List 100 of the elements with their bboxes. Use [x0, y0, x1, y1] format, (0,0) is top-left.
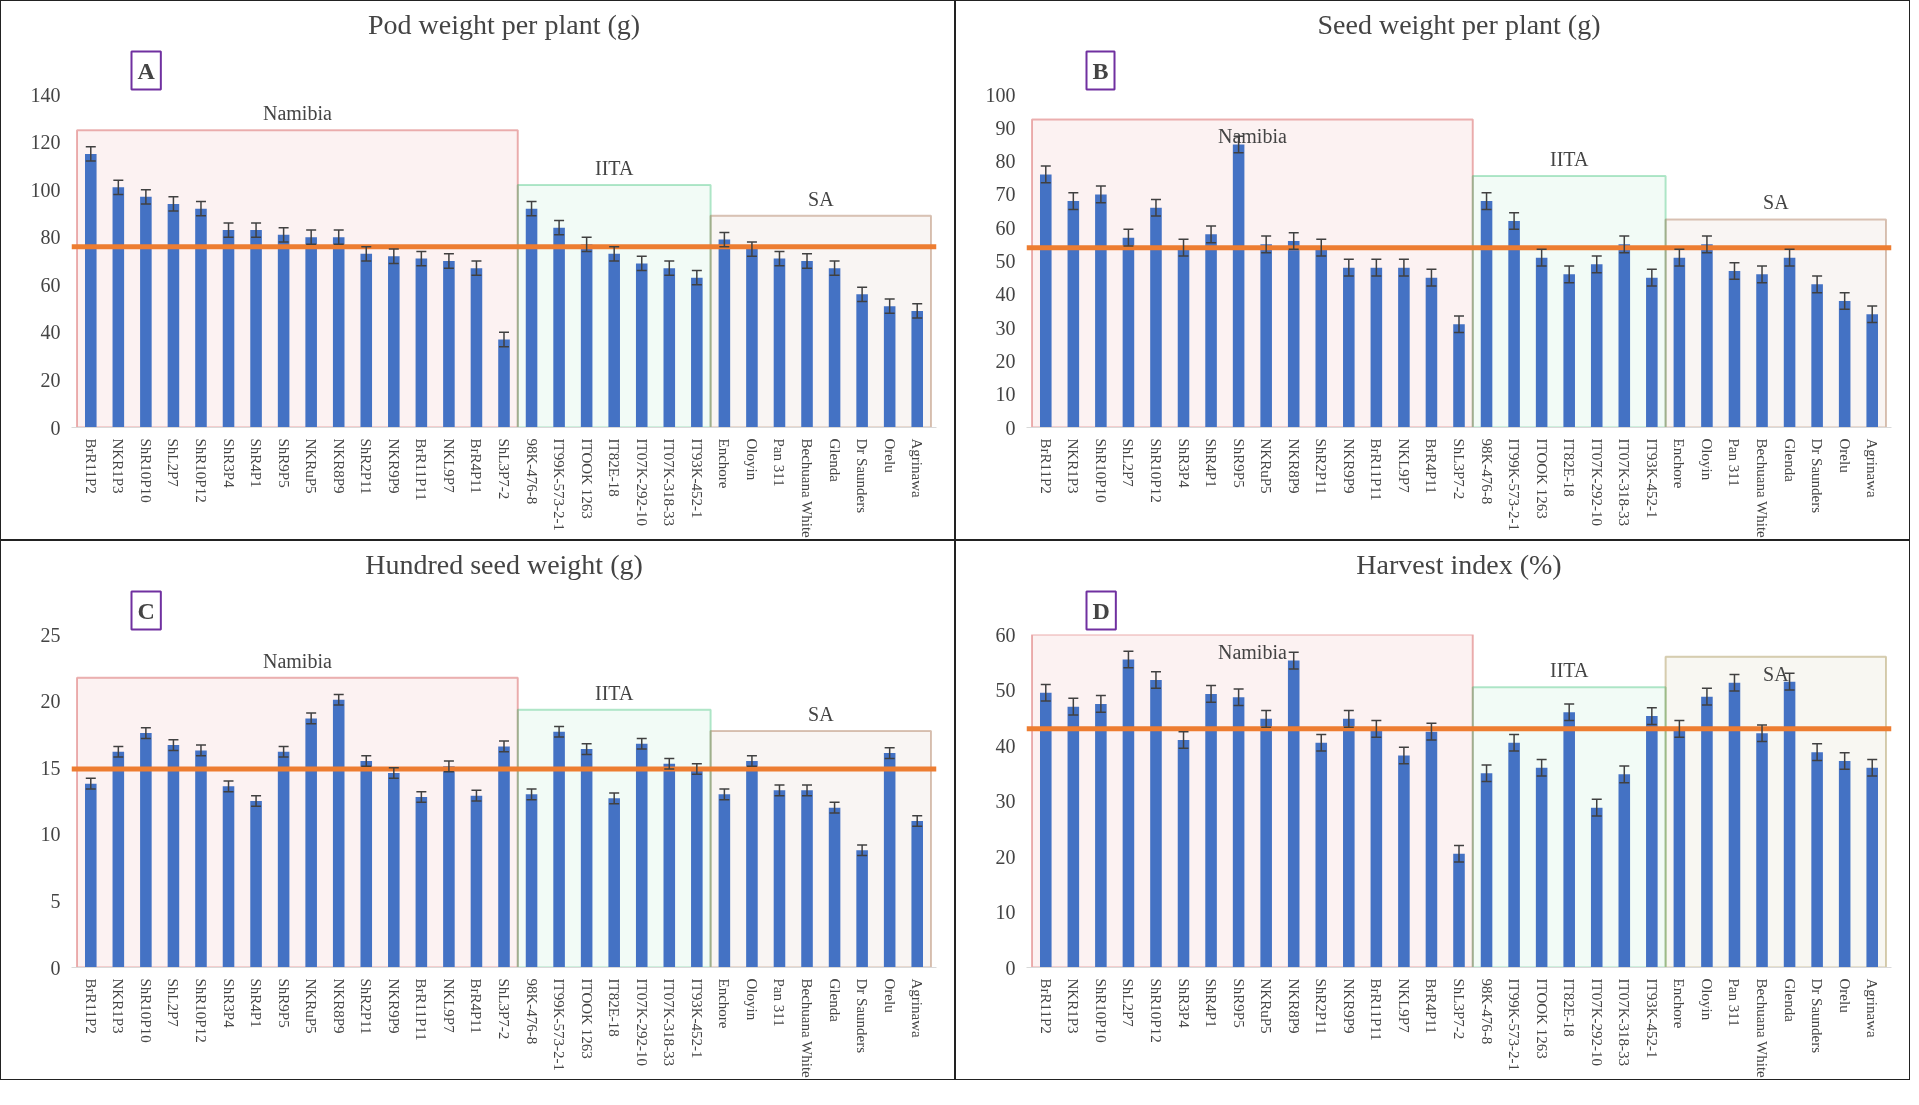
x-tick-label: ShR3P4 — [1175, 978, 1192, 1029]
x-tick-label: IT82E-18 — [606, 978, 623, 1037]
y-tick-label: 70 — [995, 183, 1016, 206]
x-tick-label: Orelu — [881, 978, 898, 1014]
x-tick-label: NKL9P7 — [1395, 438, 1412, 494]
x-tick-label: ShL3P7-2 — [496, 438, 512, 500]
band-label: Namibia — [262, 102, 332, 125]
x-tick-label: Enchore — [1671, 438, 1688, 489]
y-tick-label: 0 — [50, 416, 61, 439]
x-tick-label: ShR10P10 — [1092, 438, 1109, 503]
x-tick-label: NKR1P3 — [1065, 438, 1082, 494]
x-tick-label: 98K-476-8 — [523, 978, 540, 1045]
x-tick-label: ShR3P4 — [220, 978, 237, 1029]
x-tick-label: ShL3P7-2 — [496, 978, 512, 1040]
x-tick-label: NKR8P9 — [1285, 438, 1302, 494]
x-tick-label: 98K-476-8 — [523, 438, 540, 505]
x-tick-label: ShR10P10 — [137, 978, 154, 1043]
x-tick-label: 98K-476-8 — [1478, 438, 1495, 505]
x-tick-label: IT99K-573-2-1 — [551, 438, 568, 531]
x-tick-label: ShR4P1 — [1203, 978, 1220, 1028]
x-tick-label: ShL3P7-2 — [1451, 438, 1467, 500]
x-tick-label: BrR11P11 — [1368, 978, 1385, 1041]
y-tick-label: 10 — [995, 383, 1016, 406]
y-tick-label: 140 — [30, 83, 61, 106]
y-tick-label: 10 — [40, 823, 61, 846]
y-tick-label: 40 — [995, 283, 1016, 306]
x-tick-label: NKR9P9 — [385, 978, 402, 1034]
x-tick-label: Oloyin — [1698, 978, 1715, 1021]
x-tick-label: ShR10P10 — [137, 438, 154, 503]
x-tick-label: ShR9P5 — [1230, 438, 1247, 488]
chart-title: Seed weight per plant (g) — [1317, 8, 1601, 40]
y-tick-label: 20 — [995, 349, 1016, 372]
y-tick-label: 25 — [40, 623, 61, 646]
x-tick-label: IT93K-452-1 — [1643, 978, 1660, 1059]
x-tick-label: Bechuana White — [799, 438, 816, 539]
x-tick-label: BrR4P11 — [1423, 438, 1440, 494]
x-tick-label: IT07K-292-10 — [633, 978, 650, 1066]
x-tick-label: IT99K-573-2-1 — [1506, 978, 1523, 1071]
x-tick-label: Agrinawa — [909, 438, 926, 498]
x-tick-label: BrR11P2 — [82, 438, 99, 494]
band-label: Namibia — [262, 649, 332, 672]
x-tick-label: NKR1P3 — [1065, 978, 1082, 1034]
x-tick-label: IT07K-318-33 — [661, 978, 678, 1066]
x-tick-label: Dr Saunders — [1809, 978, 1826, 1054]
y-tick-label: 20 — [40, 368, 61, 391]
x-tick-label: IT99K-573-2-1 — [1506, 438, 1523, 531]
y-tick-label: 0 — [1005, 416, 1016, 439]
x-tick-label: ITOOK 1263 — [1533, 978, 1550, 1059]
y-tick-label: 60 — [40, 273, 61, 296]
x-tick-label: ShL2P7 — [1120, 438, 1137, 488]
x-tick-label: Enchore — [716, 978, 733, 1029]
y-tick-label: 10 — [995, 901, 1016, 923]
text: D — [1092, 597, 1110, 624]
y-tick-label: 60 — [995, 623, 1016, 646]
y-tick-label: 40 — [995, 734, 1016, 757]
x-tick-label: BrR4P11 — [468, 978, 485, 1034]
band-label: SA — [1763, 191, 1790, 214]
x-tick-label: Orelu — [1836, 438, 1853, 474]
band-label: IITA — [1550, 659, 1589, 682]
y-tick-label: 50 — [995, 679, 1016, 701]
band-label: SA — [808, 703, 835, 726]
y-tick-label: 30 — [995, 316, 1016, 339]
x-tick-label: ShL2P7 — [1120, 978, 1137, 1028]
y-tick-label: 60 — [995, 216, 1016, 239]
x-tick-label: ShR4P1 — [248, 978, 265, 1028]
x-tick-label: Enchore — [1671, 978, 1688, 1029]
x-tick-label: Oloyin — [1698, 438, 1715, 481]
x-tick-label: ShR10P10 — [1092, 978, 1109, 1043]
x-tick-label: IT99K-573-2-1 — [551, 978, 568, 1071]
x-tick-label: NKR1P3 — [110, 438, 127, 494]
x-tick-label: IT82E-18 — [1561, 978, 1578, 1037]
x-tick-label: ITOOK 1263 — [578, 438, 595, 519]
x-tick-label: ShR9P5 — [275, 438, 292, 488]
x-tick-label: ShR2P11 — [1313, 978, 1330, 1035]
text: B — [1092, 57, 1109, 84]
x-tick-label: ShR3P4 — [1175, 438, 1192, 489]
x-tick-label: ShR10P12 — [1147, 438, 1164, 503]
x-tick-label: IT82E-18 — [606, 438, 623, 497]
x-tick-label: Orelu — [1836, 978, 1853, 1014]
x-tick-label: Bechuana White — [799, 978, 816, 1079]
x-tick-label: NKL9P7 — [440, 438, 457, 494]
x-tick-label: NKL9P7 — [440, 978, 457, 1034]
x-tick-label: IT07K-318-33 — [1616, 438, 1633, 526]
y-tick-label: 5 — [50, 889, 61, 912]
x-tick-label: IT93K-452-1 — [688, 438, 705, 519]
x-tick-label: IT93K-452-1 — [688, 978, 705, 1059]
y-tick-label: 80 — [40, 226, 61, 249]
x-tick-label: Agrinawa — [909, 978, 926, 1038]
x-tick-label: Orelu — [881, 438, 898, 474]
x-tick-label: ITOOK 1263 — [1533, 438, 1550, 519]
x-tick-label: BrR11P11 — [413, 978, 430, 1041]
x-tick-label: ShR3P4 — [220, 438, 237, 489]
x-tick-label: ShR10P12 — [192, 978, 209, 1043]
x-tick-label: 98K-476-8 — [1478, 978, 1495, 1045]
y-tick-label: 30 — [995, 790, 1016, 812]
x-tick-label: ShR9P5 — [1230, 978, 1247, 1028]
x-tick-label: IT07K-292-10 — [1588, 978, 1605, 1066]
text: C — [137, 597, 155, 624]
x-tick-label: ShR2P11 — [358, 978, 375, 1035]
x-tick-label: Glenda — [1781, 438, 1798, 483]
